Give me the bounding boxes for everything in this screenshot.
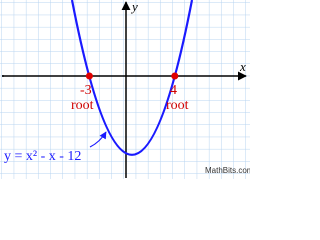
equation-arrow: [89, 131, 107, 148]
equation: y = x² - x - 12: [4, 149, 81, 164]
root-point: [85, 72, 93, 80]
grid: [0, 0, 250, 179]
graph: x y -3 root 4 root y = x² - x - 12 MathB…: [0, 0, 250, 179]
credit: MathBits.com: [205, 166, 250, 175]
root-label: root: [71, 98, 94, 113]
root-value: 4: [170, 83, 177, 98]
root-label: root: [166, 98, 189, 113]
y-axis-label: y: [130, 0, 138, 14]
root-value: -3: [80, 83, 92, 98]
root-point: [171, 72, 179, 80]
x-axis-label: x: [239, 59, 246, 74]
